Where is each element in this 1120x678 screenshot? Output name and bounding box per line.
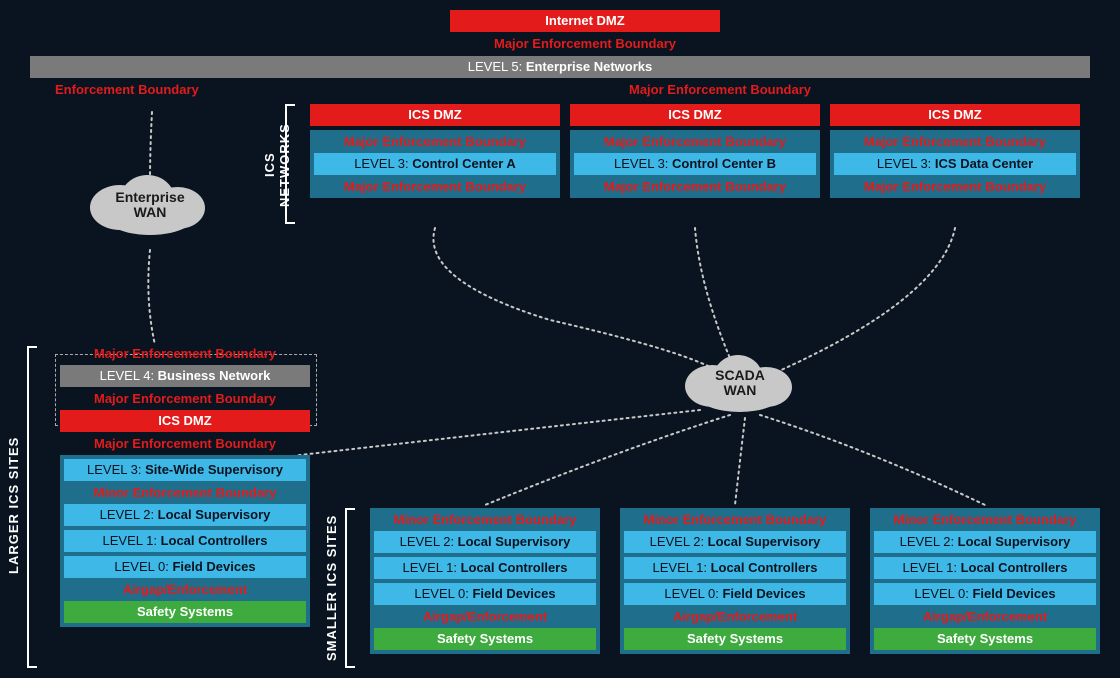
smaller-safety: Safety Systems	[374, 628, 596, 650]
level5-bar: LEVEL 5: Enterprise Networks	[30, 56, 1090, 78]
smaller-site: Minor Enforcement Boundary LEVEL 2: Loca…	[870, 508, 1100, 654]
ics-dmz-bar: ICS DMZ	[310, 104, 560, 126]
ics-box: ICS DMZ Major Enforcement Boundary LEVEL…	[310, 104, 560, 198]
smaller-minor-boundary: Minor Enforcement Boundary	[624, 512, 846, 527]
ics-networks-label: ICSNETWORKS	[262, 120, 292, 210]
l3-label: Site-Wide Supervisory	[145, 462, 283, 477]
ics-teal: Major Enforcement Boundary LEVEL 3: Cont…	[570, 130, 820, 198]
l2-prefix: LEVEL 2:	[100, 507, 158, 522]
smaller-site: Minor Enforcement Boundary LEVEL 2: Loca…	[620, 508, 850, 654]
smaller-teal: Minor Enforcement Boundary LEVEL 2: Loca…	[620, 508, 850, 654]
l0-label: Field Devices	[172, 559, 255, 574]
level5-prefix: LEVEL 5:	[468, 59, 526, 74]
l0-prefix: LEVEL 0:	[114, 559, 172, 574]
internet-dmz-bar: Internet DMZ	[450, 10, 720, 32]
level4-prefix: LEVEL 4:	[100, 368, 158, 383]
smaller-level1: LEVEL 1: Local Controllers	[374, 557, 596, 579]
level4-label: Business Network	[158, 368, 271, 383]
level0-bar: LEVEL 0: Field Devices	[64, 556, 306, 578]
ics-box: ICS DMZ Major Enforcement Boundary LEVEL…	[570, 104, 820, 198]
ics-level3: LEVEL 3: Control Center B	[574, 153, 816, 175]
larger-airgap: Airgap/Enforcement	[64, 582, 306, 597]
larger-sites-bracket	[27, 346, 37, 668]
larger-sites-label: LARGER ICS SITES	[6, 425, 21, 585]
smaller-sites-label: SMALLER ICS SITES	[324, 510, 339, 665]
ics-level3: LEVEL 3: ICS Data Center	[834, 153, 1076, 175]
l3-prefix: LEVEL 3:	[87, 462, 145, 477]
scada-wan-label: SCADAWAN	[700, 368, 780, 399]
larger-boundary-mid1: Major Enforcement Boundary	[60, 391, 310, 406]
dotted-connector	[148, 250, 155, 345]
smaller-level0: LEVEL 0: Field Devices	[874, 583, 1096, 605]
smaller-level0: LEVEL 0: Field Devices	[374, 583, 596, 605]
enforcement-boundary-left: Enforcement Boundary	[55, 82, 255, 97]
smaller-level1: LEVEL 1: Local Controllers	[624, 557, 846, 579]
larger-minor-boundary: Minor Enforcement Boundary	[64, 485, 306, 500]
major-boundary-right: Major Enforcement Boundary	[595, 82, 845, 97]
smaller-teal: Minor Enforcement Boundary LEVEL 2: Loca…	[370, 508, 600, 654]
level4-bar: LEVEL 4: Business Network	[60, 365, 310, 387]
ics-boundary-bottom: Major Enforcement Boundary	[574, 179, 816, 194]
smaller-safety: Safety Systems	[874, 628, 1096, 650]
ics-teal: Major Enforcement Boundary LEVEL 3: ICS …	[830, 130, 1080, 198]
smaller-safety: Safety Systems	[624, 628, 846, 650]
ics-dmz-bar: ICS DMZ	[830, 104, 1080, 126]
level5-label: Enterprise Networks	[526, 59, 652, 74]
larger-teal-stack: LEVEL 3: Site-Wide Supervisory Minor Enf…	[60, 455, 310, 627]
enterprise-wan-label: EnterpriseWAN	[105, 190, 195, 221]
level3-bar: LEVEL 3: Site-Wide Supervisory	[64, 459, 306, 481]
larger-ics-dmz: ICS DMZ	[60, 410, 310, 432]
smaller-level1: LEVEL 1: Local Controllers	[874, 557, 1096, 579]
larger-boundary-mid2: Major Enforcement Boundary	[60, 436, 310, 451]
smaller-airgap: Airgap/Enforcement	[624, 609, 846, 624]
l2-label: Local Supervisory	[158, 507, 271, 522]
ics-dmz-bar: ICS DMZ	[570, 104, 820, 126]
ics-boundary-top: Major Enforcement Boundary	[834, 134, 1076, 149]
smaller-minor-boundary: Minor Enforcement Boundary	[374, 512, 596, 527]
dotted-connector	[770, 228, 955, 375]
smaller-level2: LEVEL 2: Local Supervisory	[874, 531, 1096, 553]
smaller-minor-boundary: Minor Enforcement Boundary	[874, 512, 1096, 527]
major-boundary-top: Major Enforcement Boundary	[450, 36, 720, 51]
smaller-teal: Minor Enforcement Boundary LEVEL 2: Loca…	[870, 508, 1100, 654]
larger-safety: Safety Systems	[64, 601, 306, 623]
l1-label: Local Controllers	[161, 533, 268, 548]
dotted-connector	[760, 415, 985, 505]
larger-site: Major Enforcement Boundary LEVEL 4: Busi…	[60, 346, 310, 627]
ics-boundary-top: Major Enforcement Boundary	[574, 134, 816, 149]
dotted-connector	[433, 228, 716, 370]
larger-boundary-top: Major Enforcement Boundary	[60, 346, 310, 361]
dotted-connector	[735, 418, 745, 505]
ics-level3: LEVEL 3: Control Center A	[314, 153, 556, 175]
dotted-connector	[150, 112, 152, 180]
l1-prefix: LEVEL 1:	[103, 533, 161, 548]
ics-teal: Major Enforcement Boundary LEVEL 3: Cont…	[310, 130, 560, 198]
smaller-airgap: Airgap/Enforcement	[874, 609, 1096, 624]
ics-box: ICS DMZ Major Enforcement Boundary LEVEL…	[830, 104, 1080, 198]
smaller-level0: LEVEL 0: Field Devices	[624, 583, 846, 605]
ics-boundary-bottom: Major Enforcement Boundary	[834, 179, 1076, 194]
smaller-level2: LEVEL 2: Local Supervisory	[374, 531, 596, 553]
level2-bar: LEVEL 2: Local Supervisory	[64, 504, 306, 526]
ics-boundary-bottom: Major Enforcement Boundary	[314, 179, 556, 194]
smaller-airgap: Airgap/Enforcement	[374, 609, 596, 624]
smaller-sites-bracket	[345, 508, 355, 668]
ics-boundary-top: Major Enforcement Boundary	[314, 134, 556, 149]
dotted-connector	[485, 415, 730, 505]
smaller-level2: LEVEL 2: Local Supervisory	[624, 531, 846, 553]
level1-bar: LEVEL 1: Local Controllers	[64, 530, 306, 552]
smaller-site: Minor Enforcement Boundary LEVEL 2: Loca…	[370, 508, 600, 654]
dotted-connector	[695, 228, 735, 370]
